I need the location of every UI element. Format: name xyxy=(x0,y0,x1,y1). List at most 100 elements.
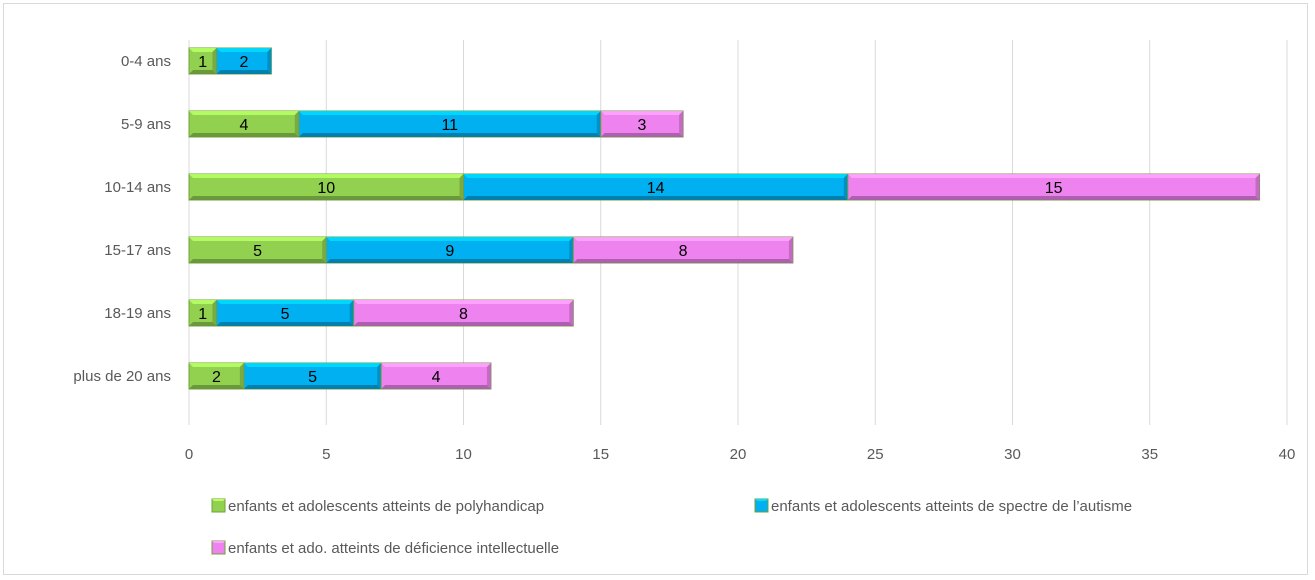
bar-bevel-right xyxy=(788,237,793,263)
bar-segment: 1 xyxy=(188,47,217,75)
bars: 1 24 11 310 14 155 9 81 5 82 5 4 xyxy=(188,47,1261,390)
data-label: 9 xyxy=(445,243,454,260)
x-tick-label: 10 xyxy=(455,446,472,463)
bar-bevel-right xyxy=(239,363,244,389)
bar-bevel-right xyxy=(569,237,574,263)
category-labels: 0-4 ans 5-9 ans 10-14 ans 15-17 ans 18-19 an… xyxy=(73,53,171,385)
bar-body xyxy=(463,173,849,201)
bar-bevel-top xyxy=(298,111,601,115)
x-tick-label: 25 xyxy=(867,446,884,463)
bar-bevel-bottom xyxy=(463,196,848,200)
category-label: 15-17 ans xyxy=(104,242,171,259)
x-axis-tick-labels: 0 5 10 15 20 25 30 35 40 xyxy=(185,446,1296,463)
bar-body xyxy=(188,362,245,390)
bar-bevel-bottom xyxy=(189,322,217,326)
bar-bevel-right xyxy=(212,300,217,326)
bar-bevel-right xyxy=(322,237,327,263)
bar-bevel-bottom xyxy=(189,259,327,263)
category-label: 5-9 ans xyxy=(121,116,171,133)
bar-body xyxy=(380,362,492,390)
bar-bevel-right xyxy=(212,48,217,74)
data-label: 2 xyxy=(212,369,221,386)
data-label: 2 xyxy=(239,54,248,71)
data-label: 10 xyxy=(317,180,335,197)
data-label: 4 xyxy=(432,369,441,386)
x-tick-label: 35 xyxy=(1141,446,1158,463)
bar-segment: 2 xyxy=(215,47,272,75)
data-label: 1 xyxy=(198,54,207,71)
data-label: 8 xyxy=(459,306,468,323)
bar-bevel-top xyxy=(189,363,244,367)
x-tick-label: 40 xyxy=(1279,446,1296,463)
category-label: plus de 20 ans xyxy=(73,368,171,385)
data-label: 8 xyxy=(679,243,688,260)
gridlines xyxy=(188,40,1288,425)
bar-segment: 4 xyxy=(380,362,492,390)
bar-body xyxy=(847,173,1261,201)
bar-segment: 5 xyxy=(188,236,327,264)
bar-bevel-right xyxy=(459,174,464,200)
bar-bevel-bottom xyxy=(189,133,299,137)
bar-segment: 8 xyxy=(353,299,574,327)
bar-bevel-top xyxy=(189,174,464,178)
legend-label: enfants et adolescents atteints de polyh… xyxy=(228,498,544,515)
bar-body xyxy=(243,362,382,390)
bar-bevel-bottom xyxy=(189,385,244,389)
bar-bevel-right xyxy=(596,111,601,137)
legend-label: enfants et adolescents atteints de spect… xyxy=(771,498,1132,515)
bar-bevel-right xyxy=(569,300,574,326)
bar-bevel-right xyxy=(267,48,272,74)
bar-bevel-right xyxy=(1255,174,1260,200)
legend-item[interactable]: enfants et adolescents atteints de spect… xyxy=(754,498,1132,515)
bar-segment: 11 xyxy=(298,110,602,138)
x-tick-label: 5 xyxy=(322,446,330,463)
bar-bevel-top xyxy=(600,111,684,115)
data-label: 5 xyxy=(253,243,262,260)
bar-bevel-bottom xyxy=(189,70,217,74)
bar-bevel-bottom xyxy=(573,259,793,263)
bar-bevel-bottom xyxy=(216,70,272,74)
bar-segment: 5 xyxy=(243,362,382,390)
x-tick-label: 20 xyxy=(730,446,747,463)
legend-swatch-bevel xyxy=(755,499,768,501)
legend[interactable]: enfants et adolescents atteints de polyh… xyxy=(211,498,1132,557)
bar-bevel-bottom xyxy=(353,322,574,326)
legend-label: enfants et ado. atteints de déficience i… xyxy=(228,540,559,557)
bar-segment: 5 xyxy=(215,299,355,327)
bar-bevel-top xyxy=(216,48,272,52)
data-label: 14 xyxy=(647,180,665,197)
bar-segment: 10 xyxy=(188,173,464,201)
bar-bevel-bottom xyxy=(600,133,684,137)
chart-frame xyxy=(3,3,1308,575)
bar-bevel-right xyxy=(349,300,354,326)
data-label: 5 xyxy=(308,369,317,386)
x-tick-label: 30 xyxy=(1004,446,1021,463)
bar-segment: 3 xyxy=(600,110,684,138)
data-label: 5 xyxy=(281,306,290,323)
bar-bevel-bottom xyxy=(216,322,354,326)
data-label: 15 xyxy=(1045,180,1063,197)
bar-bevel-bottom xyxy=(381,385,491,389)
bar-bevel-right xyxy=(486,363,491,389)
bar-segment: 9 xyxy=(325,236,574,264)
category-label: 18-19 ans xyxy=(104,305,171,322)
bar-bevel-top xyxy=(189,300,217,304)
bar-bevel-top xyxy=(189,237,327,241)
bar-body xyxy=(353,299,574,327)
data-label: 4 xyxy=(239,117,248,134)
bar-bevel-bottom xyxy=(326,259,574,263)
bar-bevel-top xyxy=(189,48,217,52)
bar-bevel-top xyxy=(353,300,574,304)
bar-bevel-right xyxy=(294,111,299,137)
bar-bevel-top xyxy=(381,363,491,367)
bar-bevel-top xyxy=(463,174,848,178)
bar-segment: 8 xyxy=(572,236,794,264)
legend-item[interactable]: enfants et ado. atteints de déficience i… xyxy=(211,540,559,557)
bar-bevel-bottom xyxy=(847,196,1260,200)
bar-segment: 15 xyxy=(847,173,1261,201)
data-label: 11 xyxy=(441,117,458,134)
bar-bevel-top xyxy=(243,363,382,367)
bar-segment: 4 xyxy=(188,110,300,138)
legend-item[interactable]: enfants et adolescents atteints de polyh… xyxy=(211,498,544,515)
